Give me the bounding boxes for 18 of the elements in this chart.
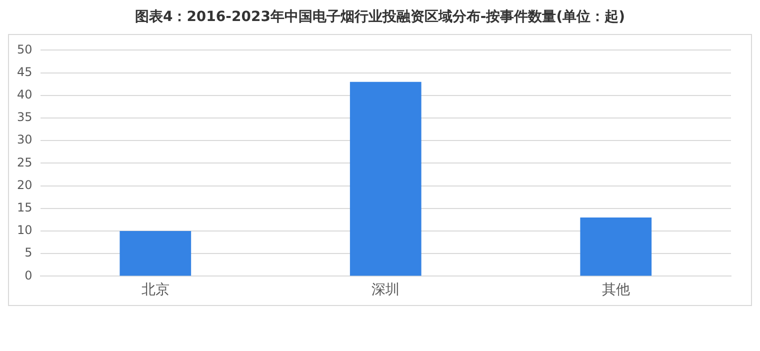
y-tick-label: 0 bbox=[24, 268, 32, 282]
y-tick-label: 20 bbox=[16, 178, 32, 192]
bar bbox=[350, 82, 422, 276]
y-tick-label: 15 bbox=[16, 200, 32, 215]
y-tick-label: 10 bbox=[16, 223, 32, 238]
x-tick-label: 其他 bbox=[602, 282, 630, 298]
y-tick-label: 45 bbox=[16, 64, 32, 79]
x-tick-label: 北京 bbox=[141, 282, 170, 298]
y-tick-label: 50 bbox=[16, 42, 32, 56]
y-tick-label: 35 bbox=[16, 110, 32, 124]
bar bbox=[580, 217, 652, 276]
x-tick-label: 深圳 bbox=[372, 282, 400, 298]
bar bbox=[120, 231, 192, 276]
y-tick-label: 5 bbox=[24, 246, 32, 260]
chart-title: 图表4：2016-2023年中国电子烟行业投融资区域分布-按事件数量(单位：起) bbox=[134, 8, 626, 26]
y-tick-label: 25 bbox=[16, 155, 32, 170]
y-tick-label: 40 bbox=[16, 88, 32, 102]
y-tick-label: 30 bbox=[16, 132, 32, 147]
